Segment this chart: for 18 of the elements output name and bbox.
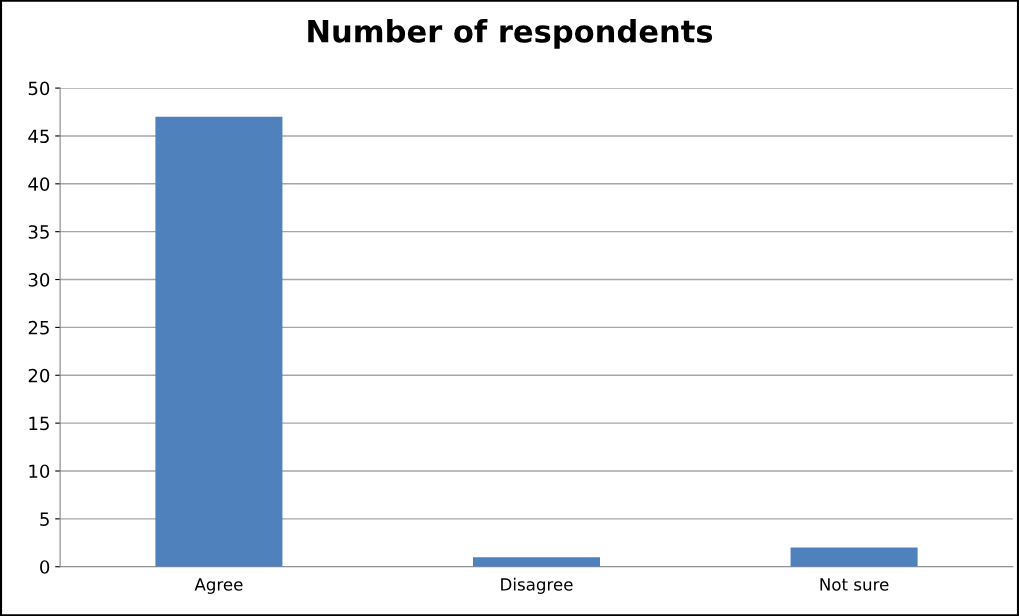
y-tick-label: 15 [29, 416, 49, 431]
y-tick-label: 20 [28, 368, 50, 383]
x-tick-label: Not sure [820, 578, 889, 591]
bar [472, 557, 601, 567]
x-tick-label: Agree [194, 578, 243, 594]
y-tick-label: 25 [28, 320, 49, 335]
y-tick-label: 40 [28, 177, 50, 191]
chart-title: Number of respondents [308, 19, 713, 49]
y-tick-label: 5 [40, 512, 49, 526]
y-tick-label: 10 [29, 464, 50, 479]
y-tick-label: 35 [28, 225, 49, 239]
y-tick-label: 0 [40, 560, 50, 574]
bar [155, 116, 283, 567]
x-tick-label: Disagree [501, 577, 573, 594]
y-tick-label: 45 [28, 129, 49, 144]
y-tick-label: 50 [28, 81, 50, 96]
y-tick-label: 30 [28, 273, 50, 287]
bar [790, 547, 918, 567]
